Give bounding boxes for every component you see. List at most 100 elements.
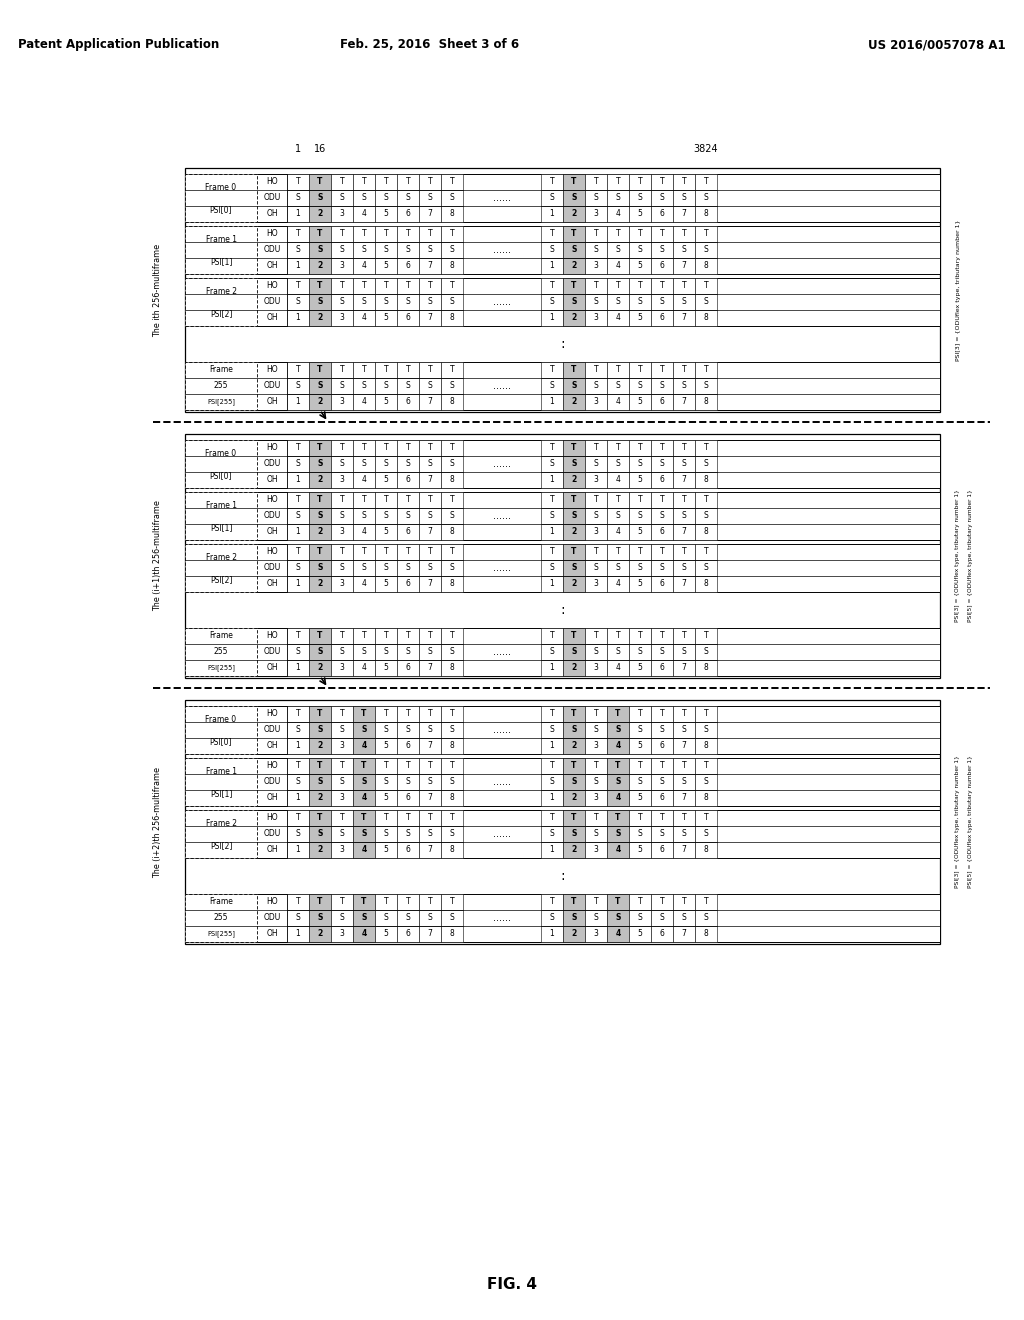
- Text: :: :: [560, 603, 565, 616]
- Bar: [309, 226, 331, 242]
- Text: ODU: ODU: [263, 913, 281, 923]
- Text: 1: 1: [550, 579, 554, 589]
- Text: S: S: [406, 777, 411, 787]
- Text: T: T: [615, 177, 621, 186]
- Bar: [673, 508, 695, 524]
- Text: 8: 8: [703, 579, 709, 589]
- Bar: [375, 826, 397, 842]
- Bar: [585, 810, 607, 826]
- Bar: [607, 842, 629, 858]
- Bar: [309, 927, 331, 942]
- Bar: [441, 310, 463, 326]
- Text: T: T: [550, 366, 554, 375]
- Text: T: T: [317, 281, 323, 290]
- Text: S: S: [406, 459, 411, 469]
- Text: Frame 1: Frame 1: [206, 502, 237, 510]
- Bar: [629, 826, 651, 842]
- Bar: [353, 190, 375, 206]
- Text: 6: 6: [406, 579, 411, 589]
- Text: S: S: [340, 381, 344, 391]
- Bar: [375, 190, 397, 206]
- Text: T: T: [384, 495, 388, 504]
- Text: S: S: [428, 648, 432, 656]
- Bar: [563, 722, 585, 738]
- Text: T: T: [571, 495, 577, 504]
- Text: Frame: Frame: [209, 631, 232, 640]
- Text: T: T: [296, 548, 300, 557]
- Bar: [397, 279, 419, 294]
- Bar: [419, 455, 441, 473]
- Bar: [309, 576, 331, 591]
- Text: 6: 6: [406, 929, 411, 939]
- Text: 3: 3: [594, 528, 598, 536]
- Bar: [563, 524, 585, 540]
- Bar: [651, 455, 673, 473]
- Text: S: S: [428, 726, 432, 734]
- Text: T: T: [594, 813, 598, 822]
- Bar: [673, 909, 695, 927]
- Text: T: T: [638, 366, 642, 375]
- Text: S: S: [682, 777, 686, 787]
- Bar: [651, 738, 673, 754]
- Text: T: T: [317, 495, 323, 504]
- Bar: [375, 842, 397, 858]
- Text: S: S: [340, 297, 344, 306]
- Bar: [287, 226, 309, 242]
- Bar: [651, 628, 673, 644]
- Bar: [353, 310, 375, 326]
- Text: T: T: [340, 898, 344, 907]
- Bar: [629, 660, 651, 676]
- Bar: [375, 560, 397, 576]
- Bar: [607, 242, 629, 257]
- Bar: [185, 226, 257, 275]
- Bar: [419, 544, 441, 560]
- Bar: [585, 279, 607, 294]
- Bar: [695, 774, 717, 789]
- Text: T: T: [296, 898, 300, 907]
- Text: ODU: ODU: [263, 246, 281, 255]
- Text: S: S: [450, 459, 455, 469]
- Bar: [419, 378, 441, 393]
- Text: PSI[3] = {ODUflex type, tributary number 1}: PSI[3] = {ODUflex type, tributary number…: [956, 219, 961, 360]
- Text: T: T: [638, 444, 642, 453]
- Bar: [695, 362, 717, 378]
- Text: S: S: [340, 194, 344, 202]
- Bar: [541, 362, 563, 378]
- Bar: [441, 774, 463, 789]
- Text: S: S: [571, 381, 577, 391]
- Text: S: S: [296, 913, 300, 923]
- Text: OH: OH: [266, 742, 278, 751]
- Text: T: T: [550, 762, 554, 771]
- Bar: [309, 644, 331, 660]
- Text: S: S: [317, 459, 323, 469]
- Text: T: T: [340, 762, 344, 771]
- Text: T: T: [406, 548, 411, 557]
- Bar: [353, 660, 375, 676]
- Bar: [419, 393, 441, 411]
- Text: 5: 5: [384, 793, 388, 803]
- Bar: [353, 927, 375, 942]
- Bar: [441, 378, 463, 393]
- Bar: [585, 544, 607, 560]
- Bar: [397, 524, 419, 540]
- Text: S: S: [340, 726, 344, 734]
- Text: HO: HO: [266, 230, 278, 239]
- Text: S: S: [703, 459, 709, 469]
- Text: T: T: [340, 230, 344, 239]
- Text: T: T: [550, 230, 554, 239]
- Text: T: T: [361, 281, 367, 290]
- Text: S: S: [615, 297, 621, 306]
- Bar: [309, 174, 331, 190]
- Text: 7: 7: [428, 314, 432, 322]
- Text: 5: 5: [638, 210, 642, 219]
- Bar: [607, 473, 629, 488]
- Text: T: T: [638, 898, 642, 907]
- Bar: [541, 789, 563, 807]
- Text: T: T: [638, 281, 642, 290]
- Bar: [695, 758, 717, 774]
- Text: T: T: [340, 495, 344, 504]
- Bar: [585, 174, 607, 190]
- Bar: [651, 842, 673, 858]
- Bar: [629, 810, 651, 826]
- Text: 1: 1: [296, 528, 300, 536]
